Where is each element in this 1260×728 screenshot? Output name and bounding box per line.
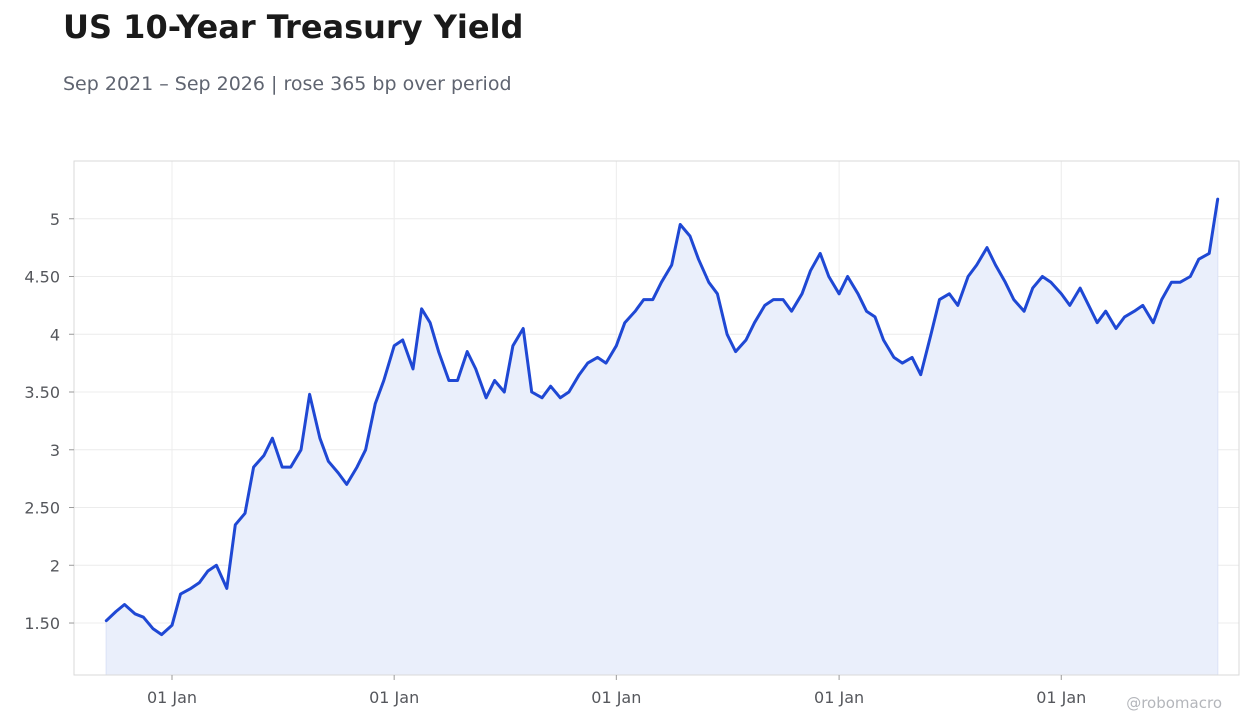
y-tick-label: 4 [50, 325, 60, 344]
y-tick-label: 4.50 [24, 268, 60, 287]
y-tick-label: 1.50 [24, 614, 60, 633]
chart-title: US 10-Year Treasury Yield [63, 8, 524, 46]
plot-frame [73, 160, 1240, 676]
y-tick-label: 3 [50, 441, 60, 460]
watermark: @robomacro [1126, 694, 1222, 712]
tick-layer: 1.50 2 2.50 3 3.50 4 4.50 5 01 Jan 01 Jan 01 Jan 01… [24, 210, 1086, 707]
y-tick-label: 2 [50, 556, 60, 575]
y-tick-label: 2.50 [24, 499, 60, 518]
y-tick-label: 5 [50, 210, 60, 229]
chart-subtitle: Sep 2021 – Sep 2026 | rose 365 bp over p… [63, 73, 512, 95]
x-tick-label: 01 Jan [1036, 688, 1086, 707]
x-tick-label: 01 Jan [147, 688, 197, 707]
area-fill [106, 199, 1218, 675]
x-tick-label: 01 Jan [369, 688, 419, 707]
yield-line [104, 197, 1220, 637]
y-tick-label: 3.50 [24, 383, 60, 402]
x-tick-label: 01 Jan [591, 688, 641, 707]
x-tick-label: 01 Jan [814, 688, 864, 707]
